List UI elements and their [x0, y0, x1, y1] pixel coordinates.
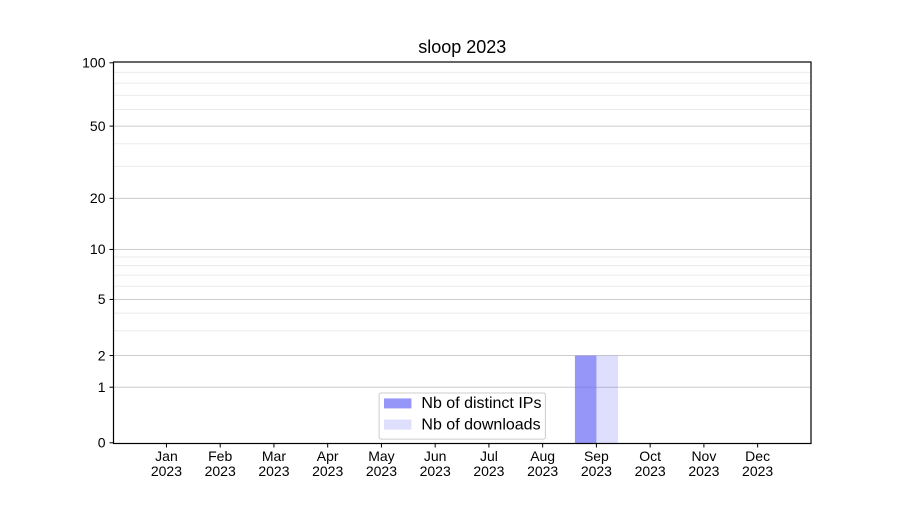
svg-text:2023: 2023 [473, 463, 504, 479]
svg-text:Aug: Aug [530, 448, 555, 464]
svg-text:10: 10 [90, 241, 106, 257]
svg-text:2023: 2023 [635, 463, 666, 479]
svg-text:2023: 2023 [742, 463, 773, 479]
svg-text:2023: 2023 [366, 463, 397, 479]
svg-text:2023: 2023 [205, 463, 236, 479]
svg-text:Apr: Apr [317, 448, 339, 464]
svg-text:2023: 2023 [420, 463, 451, 479]
svg-text:2023: 2023 [527, 463, 558, 479]
svg-text:Nb of downloads: Nb of downloads [421, 416, 540, 433]
svg-text:Nb of distinct IPs: Nb of distinct IPs [421, 395, 541, 412]
svg-text:May: May [368, 448, 394, 464]
svg-text:2023: 2023 [258, 463, 289, 479]
svg-text:50: 50 [90, 118, 106, 134]
svg-text:sloop 2023: sloop 2023 [418, 37, 506, 57]
svg-text:Mar: Mar [262, 448, 286, 464]
svg-text:0: 0 [98, 434, 106, 450]
svg-text:Oct: Oct [639, 448, 661, 464]
svg-text:2023: 2023 [312, 463, 343, 479]
svg-text:2023: 2023 [581, 463, 612, 479]
svg-text:100: 100 [82, 54, 106, 70]
svg-text:Jun: Jun [424, 448, 447, 464]
svg-text:1: 1 [98, 379, 106, 395]
svg-text:2023: 2023 [151, 463, 182, 479]
svg-text:Jan: Jan [155, 448, 178, 464]
svg-text:2: 2 [98, 347, 106, 363]
svg-text:Jul: Jul [480, 448, 498, 464]
svg-text:Feb: Feb [208, 448, 232, 464]
svg-text:Sep: Sep [584, 448, 609, 464]
svg-text:20: 20 [90, 190, 106, 206]
svg-text:2023: 2023 [688, 463, 719, 479]
svg-text:Dec: Dec [745, 448, 770, 464]
svg-text:5: 5 [98, 291, 106, 307]
svg-text:Nov: Nov [691, 448, 716, 464]
